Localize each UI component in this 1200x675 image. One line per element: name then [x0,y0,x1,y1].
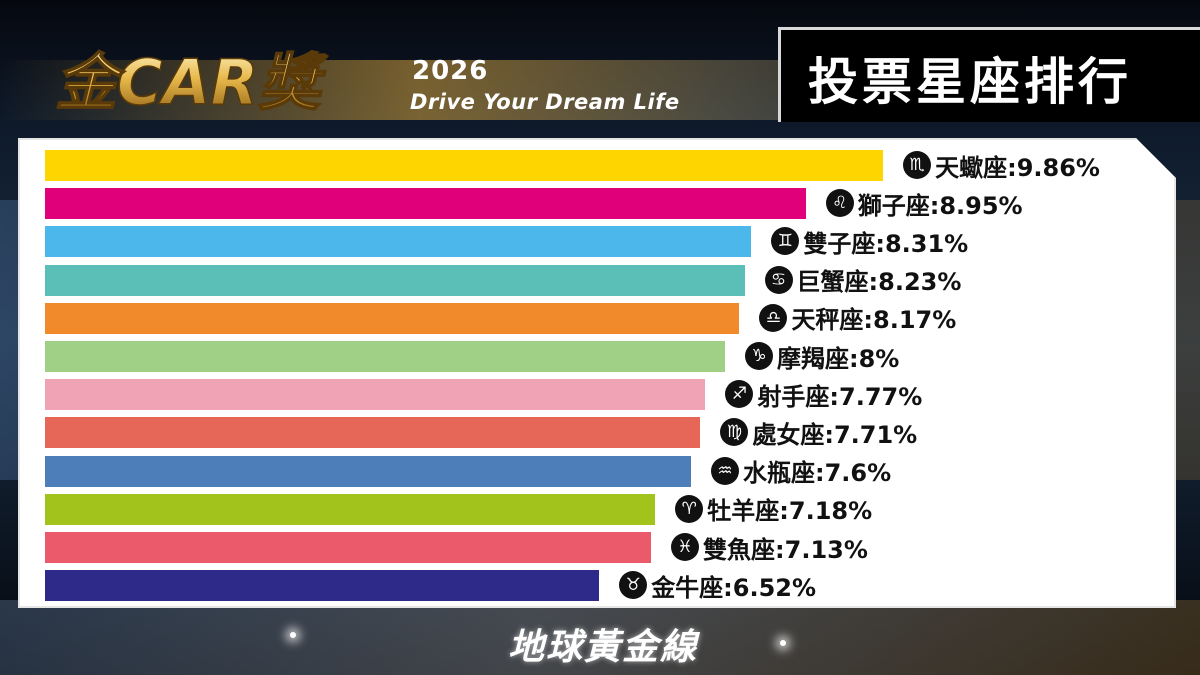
virgo-icon: ♍ [720,418,749,447]
tagline: Drive Your Dream Life [410,90,680,114]
bar-label-text: 處女座:7.71% [752,420,918,449]
bar [45,417,701,449]
bar-label: ♎ 天秤座:8.17% [759,302,956,334]
bar [45,264,745,296]
title-box [778,27,1200,122]
bar-label-text: 牡羊座:7.18% [707,497,873,526]
bar-label: ♋ 巨蟹座:8.23% [764,264,962,297]
bar-label: ♒ 水瓶座:7.6% [711,455,891,487]
aquarius-icon: ♒ [711,456,739,485]
sagittarius-icon: ♐ [725,380,754,409]
bar-label: ♓ 雙魚座:7.13% [671,531,868,564]
bar [45,570,600,602]
bar-label: ♑ 摩羯座:8% [745,340,900,373]
chart-title: 投票星座排行 [808,53,1132,111]
cancer-icon: ♋ [764,265,793,294]
bar [45,455,691,487]
award-logo: 金CAR獎 [55,45,329,120]
scorpio-icon: ♏ [903,151,932,179]
bar-label: ♈ 牡羊座:7.18% [675,493,872,525]
bar [45,226,752,258]
leo-icon: ♌ [825,189,854,218]
bar-label: ♍ 處女座:7.71% [720,416,918,449]
bar-label-text: 雙魚座:7.13% [703,535,868,564]
bar-label: ♐ 射手座:7.77% [725,378,923,411]
bar [45,532,652,563]
footer-brand: 地球黃金線 [508,627,699,668]
bar-label: ♉ 金牛座:6.52% [619,569,817,602]
bar-label: ♏ 天蠍座:9.86% [903,149,1100,182]
bar-label-text: 獅子座:8.95% [857,191,1023,220]
bar-label: ♌ 獅子座:8.95% [825,187,1023,220]
bar-label-text: 雙子座:8.31% [803,229,969,258]
bar-label-text: 天秤座:8.17% [791,306,957,335]
gemini-icon: ♊ [771,227,800,256]
aries-icon: ♈ [675,494,704,523]
bar-label-text: 巨蟹座:8.23% [796,268,962,297]
bar-label-text: 摩羯座:8% [777,344,900,373]
bar [45,188,806,220]
svg-text:金CAR獎: 金CAR獎 [55,46,328,119]
taurus-icon: ♉ [619,571,648,600]
event-year: 2026 [412,56,489,86]
bar [45,150,884,181]
bar [45,493,656,525]
libra-icon: ♎ [759,303,788,332]
sparkle [290,632,296,638]
bar [45,379,706,411]
sparkle [780,640,786,646]
pisces-icon: ♓ [671,533,700,561]
bar [45,341,725,372]
bar-label: ♊ 雙子座:8.31% [771,225,969,258]
bar [45,302,740,334]
capricorn-icon: ♑ [745,342,773,370]
bar-label-text: 天蠍座:9.86% [935,153,1100,182]
bar-label-text: 水瓶座:7.6% [743,459,892,488]
bar-label-text: 金牛座:6.52% [651,573,817,602]
bar-label-text: 射手座:7.77% [757,382,923,411]
